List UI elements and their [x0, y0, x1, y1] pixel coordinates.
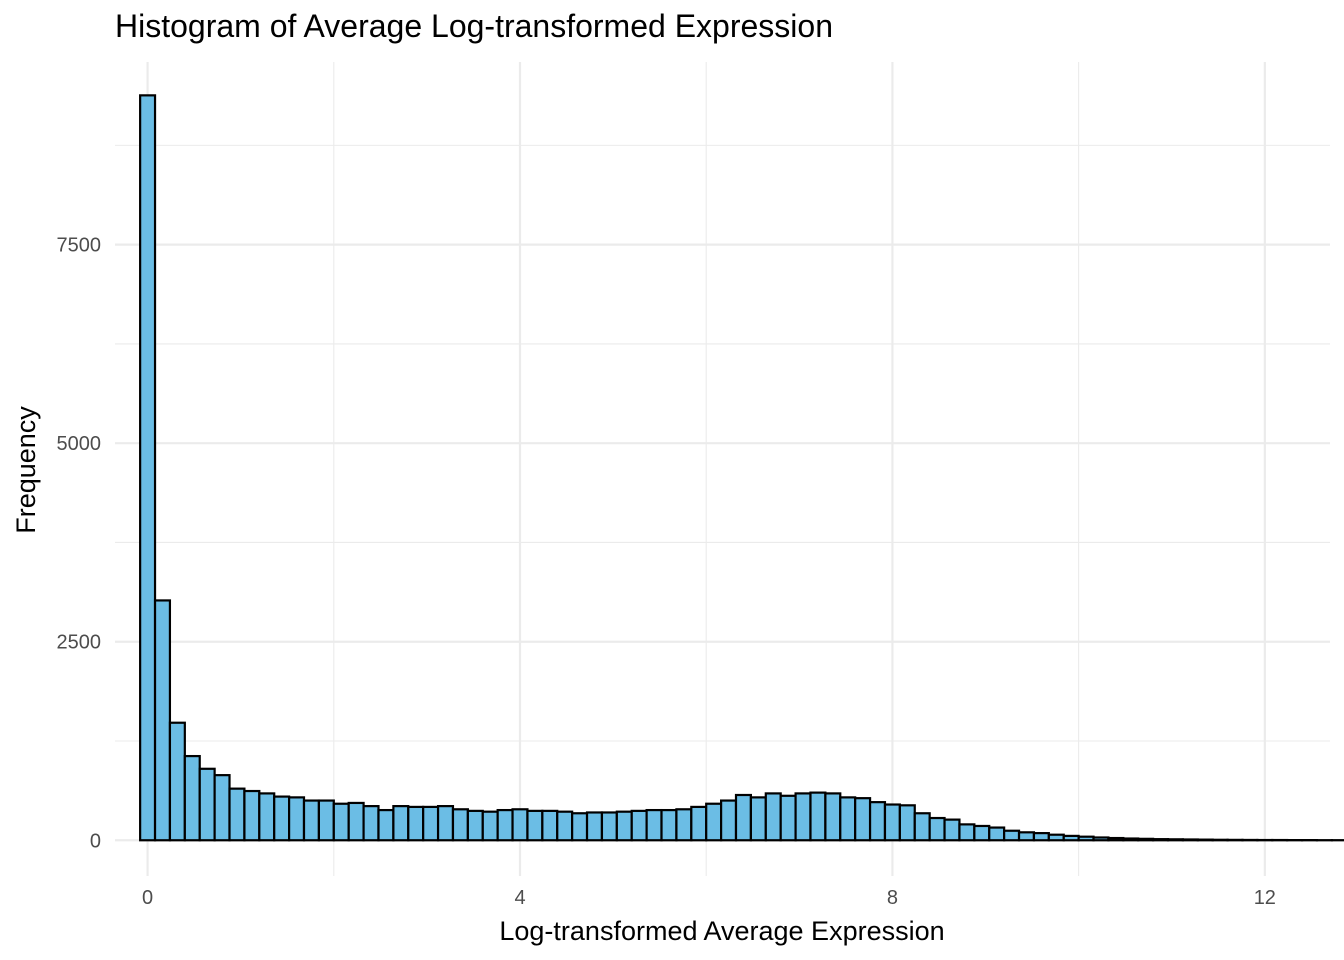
histogram-bar	[258, 792, 276, 842]
histogram-bar	[1032, 832, 1050, 842]
histogram-bar	[615, 810, 633, 842]
y-axis-title: Frequency	[11, 406, 41, 534]
histogram-bar	[824, 792, 842, 842]
histogram-bar	[302, 799, 320, 842]
histogram-bar	[958, 823, 976, 842]
histogram-bar	[228, 787, 246, 842]
histogram-bar	[973, 824, 991, 842]
histogram-bar	[332, 802, 350, 842]
histogram-bar	[943, 818, 961, 842]
grid-layer	[115, 62, 1330, 876]
histogram-bar	[1166, 838, 1184, 842]
histogram-bar	[779, 794, 797, 842]
y-tick-label: 2500	[57, 632, 102, 654]
histogram-bar	[854, 797, 872, 842]
histogram-bar	[660, 808, 678, 842]
histogram-bar	[362, 805, 380, 842]
histogram-bar	[347, 801, 365, 842]
histogram-bar	[436, 805, 455, 842]
histogram-bar	[1047, 833, 1065, 842]
histogram-bar	[273, 795, 291, 842]
histogram-bar	[1062, 834, 1080, 842]
x-tick-label: 8	[887, 887, 898, 909]
histogram-bar	[809, 791, 827, 842]
histogram-bar	[183, 754, 201, 842]
histogram-bar	[883, 803, 901, 842]
histogram-bar	[466, 809, 484, 842]
histogram-bar	[1107, 836, 1125, 842]
histogram-bar	[451, 808, 469, 842]
y-tick-label: 7500	[57, 235, 102, 257]
y-tick-label: 5000	[57, 433, 102, 455]
histogram-bar	[928, 816, 946, 842]
histogram-bar	[764, 792, 782, 842]
histogram-bar	[556, 810, 574, 842]
x-tick-label: 12	[1254, 887, 1276, 909]
histogram-bar	[198, 767, 216, 842]
histogram-bar	[749, 796, 767, 842]
histogram-bar	[139, 94, 157, 842]
histogram-bar	[868, 801, 887, 842]
histogram-bar	[1092, 836, 1110, 842]
histogram-bar	[288, 796, 306, 842]
histogram-bar	[1196, 838, 1214, 842]
histogram-bar	[898, 804, 916, 842]
histogram-bar	[511, 808, 529, 842]
histogram-bar	[630, 809, 648, 842]
histogram-bar	[720, 799, 738, 842]
bars-layer	[139, 94, 1344, 842]
histogram-bar	[988, 826, 1006, 842]
histogram-bar	[541, 809, 559, 842]
histogram-bar	[422, 805, 440, 842]
histogram-bar	[407, 805, 425, 842]
x-tick-label: 0	[142, 887, 153, 909]
histogram-bar	[1077, 835, 1095, 842]
histogram-bar	[645, 808, 663, 842]
histogram-bar	[481, 810, 499, 842]
histogram-bar	[526, 809, 544, 842]
histogram-bar	[1181, 838, 1199, 842]
chart-title: Histogram of Average Log-transformed Exp…	[115, 8, 833, 44]
histogram-bar	[839, 796, 857, 842]
ticks-layer: 0 4 8 12 0 2500 5000 7500	[57, 235, 1276, 909]
x-tick-label: 4	[514, 887, 525, 909]
x-axis-title: Log-transformed Average Expression	[499, 916, 944, 946]
histogram-bar	[1003, 829, 1021, 842]
histogram-bar	[1152, 838, 1170, 842]
histogram-bar	[392, 805, 410, 842]
histogram-bar	[675, 808, 693, 842]
histogram-bar	[690, 805, 708, 842]
histogram-bar	[317, 799, 335, 842]
histogram-bar	[377, 808, 395, 842]
histogram-bar	[913, 812, 931, 842]
histogram-bar	[1017, 831, 1036, 842]
histogram-bar	[585, 811, 604, 842]
histogram-bar	[571, 812, 589, 842]
histogram-bar	[213, 774, 231, 842]
histogram-bar	[153, 599, 172, 842]
histogram-bar	[243, 789, 261, 842]
histogram-bar	[705, 802, 723, 842]
histogram-bar	[168, 721, 186, 842]
histogram-bar	[794, 792, 812, 842]
histogram-bar	[1122, 837, 1140, 842]
histogram-bar	[1137, 837, 1155, 842]
y-tick-label: 0	[90, 830, 101, 852]
histogram-bar	[496, 808, 514, 842]
histogram-bar	[734, 793, 752, 842]
histogram-bar	[600, 811, 618, 842]
